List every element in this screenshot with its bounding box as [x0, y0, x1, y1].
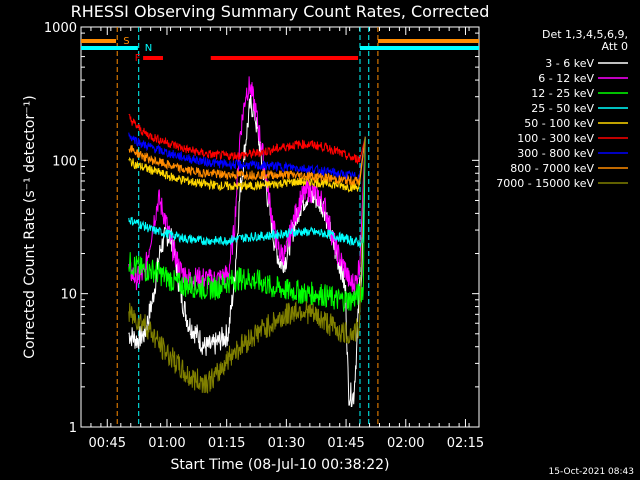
series-line-1 [128, 76, 366, 295]
flag-label-n: N [145, 43, 152, 54]
y-tick-label: 10 [60, 288, 77, 303]
legend: Det 1,3,4,5,6,9,Att 0 3 - 6 keV 6 - 12 keV… [496, 28, 628, 190]
x-tick-label: 01:00 [148, 436, 185, 451]
series-line-0 [128, 94, 366, 407]
x-axis-label: Start Time (08-Jul-10 00:38:22) [170, 457, 389, 473]
legend-entry-label: 50 - 100 keV [524, 117, 594, 130]
legend-entry-label: 3 - 6 keV [545, 57, 594, 70]
plot-area: 1 10 100 1000 00:45 01:00 01:15 01:30 01:45 02:00… [44, 21, 484, 451]
series-line-7 [128, 136, 366, 186]
x-tick-label: 02:15 [447, 436, 484, 451]
y-axis-label: Corrected Count Rate (s⁻¹ detector⁻¹) [22, 95, 38, 358]
series-line-8 [128, 136, 366, 394]
y-tick-label: 1 [69, 421, 77, 436]
x-tick-label: 01:45 [327, 436, 364, 451]
series-line-5 [128, 113, 366, 165]
footer-timestamp: 15-Oct-2021 08:43 [549, 467, 634, 477]
legend-entry-label: 6 - 12 keV [538, 72, 594, 85]
x-tick-label: 01:15 [208, 436, 245, 451]
flag-label-s: S [123, 36, 129, 47]
legend-entry-label: 12 - 25 keV [531, 87, 594, 100]
chart-title: RHESSI Observing Summary Count Rates, Co… [71, 2, 490, 21]
series-line-3 [128, 136, 366, 249]
legend-entry-label: 100 - 300 keV [517, 132, 594, 145]
y-tick-label: 100 [52, 154, 77, 169]
x-tick-label: 01:30 [268, 436, 305, 451]
legend-header: Det 1,3,4,5,6,9, [542, 28, 628, 41]
x-tick-label: 02:00 [387, 436, 424, 451]
y-tick-label: 1000 [44, 21, 77, 36]
legend-header: Att 0 [602, 40, 628, 53]
series-line-2 [128, 136, 366, 312]
x-tick-label: 00:45 [89, 436, 126, 451]
legend-entry-label: 25 - 50 keV [531, 102, 594, 115]
legend-entry-label: 800 - 7000 keV [510, 162, 594, 175]
series-line-6 [128, 132, 366, 182]
series-line-4 [128, 136, 366, 193]
legend-entry-label: 300 - 800 keV [517, 147, 594, 160]
flag-label-f: F [135, 53, 141, 64]
legend-entry-label: 7000 - 15000 keV [496, 177, 594, 190]
